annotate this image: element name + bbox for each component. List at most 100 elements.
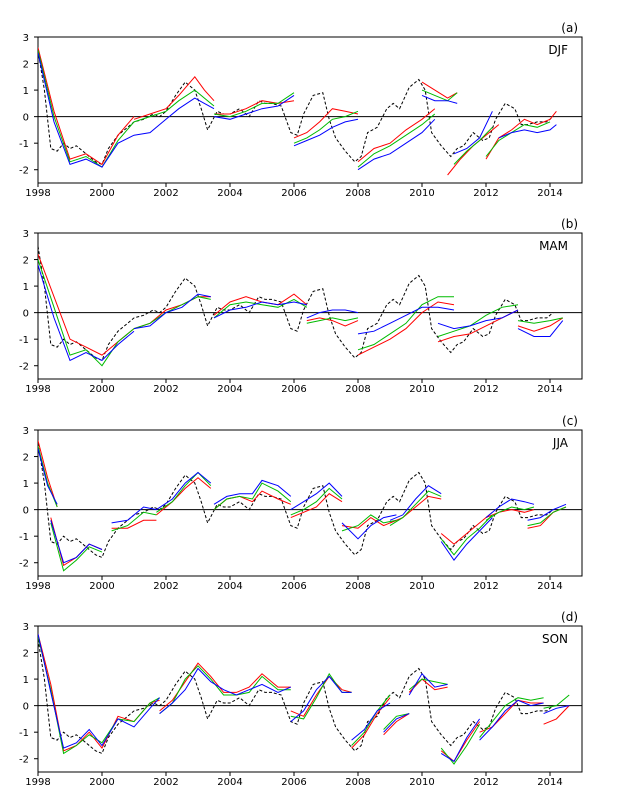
- x-tick-label: 2014: [537, 188, 562, 199]
- blue-series-segment: [159, 667, 291, 714]
- blue-series-segment: [440, 517, 493, 561]
- x-tick-label: 1998: [25, 188, 50, 199]
- green-series-segment: [38, 50, 135, 168]
- blue-series-segment: [133, 97, 215, 136]
- red-series-segment: [38, 47, 135, 166]
- red-series-segment: [159, 662, 291, 712]
- blue-series-segment: [421, 94, 458, 104]
- red-series-segment: [351, 697, 391, 749]
- red-series-segment: [38, 633, 160, 752]
- blue-series-segment: [351, 702, 391, 741]
- green-series-segment: [38, 259, 135, 367]
- green-series-segment: [351, 694, 391, 746]
- reference-series-line: [38, 639, 554, 755]
- blue-series-segment: [453, 111, 493, 155]
- red-series-segment: [408, 678, 448, 693]
- red-series-segment: [214, 100, 295, 115]
- green-series-segment: [156, 471, 212, 513]
- plot-frame: [37, 36, 583, 184]
- blue-series-segment: [38, 448, 58, 505]
- season-label: DJF: [548, 43, 568, 57]
- blue-series-segment: [479, 699, 544, 741]
- green-series-segment: [517, 317, 563, 324]
- red-series-segment: [479, 699, 544, 733]
- green-series-segment: [357, 113, 436, 168]
- blue-series-segment: [50, 520, 103, 564]
- panel-jja: -2 -1 0 1 2 3 1998 2000 2002 2004 2006 2008 2010 2012…: [19, 414, 583, 592]
- red-series-segment: [517, 317, 564, 332]
- y-tick-label: 2: [23, 649, 29, 660]
- x-tick-label: 2004: [217, 777, 242, 788]
- panel-label: (d): [561, 610, 578, 624]
- x-tick-label: 2008: [345, 581, 370, 592]
- x-tick-label: 2014: [537, 384, 562, 395]
- green-series-segment: [111, 511, 157, 532]
- green-series-segment: [133, 296, 211, 330]
- x-tick-label: 1998: [25, 777, 50, 788]
- panel-djf: -2 -1 0 1 2 3 1998 2000 2002 2004 2006 2008 2010 2012…: [19, 21, 583, 199]
- blue-series-segment: [213, 479, 292, 505]
- y-tick-label: 1: [23, 675, 29, 686]
- x-tick-label: 1998: [25, 384, 50, 395]
- red-series-segment: [383, 713, 410, 736]
- blue-series-segment: [306, 309, 359, 319]
- green-series-segment: [421, 89, 458, 102]
- y-tick-label: 1: [23, 479, 29, 490]
- blue-series-segment: [213, 94, 295, 120]
- reference-series-line: [38, 246, 554, 362]
- x-tick-label: 2004: [217, 188, 242, 199]
- reference-series-line: [38, 443, 554, 559]
- green-series-segment: [306, 317, 359, 324]
- green-series-segment: [543, 694, 570, 709]
- green-series-segment: [341, 514, 397, 532]
- season-label: JJA: [552, 436, 569, 450]
- blue-series-segment: [498, 124, 557, 139]
- x-tick-label: 2008: [345, 188, 370, 199]
- green-series-segment: [440, 723, 481, 765]
- blue-series-segment: [38, 264, 135, 362]
- red-series-segment: [421, 81, 458, 99]
- green-series-segment: [357, 296, 454, 351]
- red-series-segment: [290, 675, 352, 717]
- x-tick-label: 2008: [345, 777, 370, 788]
- x-tick-label: 2008: [345, 384, 370, 395]
- blue-series-segment: [485, 498, 535, 518]
- green-series-segment: [293, 110, 359, 144]
- season-label: MAM: [539, 239, 568, 253]
- x-tick-label: 2010: [409, 384, 434, 395]
- x-tick-label: 2010: [409, 581, 434, 592]
- x-tick-label: 2000: [89, 777, 114, 788]
- panel-label: (c): [562, 414, 578, 428]
- green-series-segment: [527, 506, 567, 527]
- blue-series-segment: [527, 503, 567, 521]
- blue-series-segment: [357, 306, 455, 335]
- y-tick-label: 0: [23, 702, 29, 713]
- blue-series-segment: [543, 705, 570, 715]
- blue-series-segment: [440, 718, 481, 763]
- plot-frame: [37, 625, 583, 773]
- y-tick-label: -2: [19, 755, 29, 766]
- red-series-segment: [357, 108, 436, 163]
- green-series-segment: [479, 697, 544, 738]
- y-tick-label: 2: [23, 60, 29, 71]
- green-series-segment: [213, 92, 295, 118]
- red-series-segment: [293, 108, 359, 139]
- green-series-segment: [485, 121, 551, 157]
- y-tick-label: 2: [23, 256, 29, 267]
- y-tick-label: -1: [19, 532, 29, 543]
- x-tick-label: 2002: [153, 188, 178, 199]
- x-tick-label: 2002: [153, 581, 178, 592]
- y-tick-label: -2: [19, 559, 29, 570]
- blue-series-segment: [517, 320, 564, 337]
- blue-series-segment: [357, 118, 436, 171]
- y-tick-label: -1: [19, 335, 29, 346]
- green-series-segment: [290, 487, 343, 516]
- y-tick-label: 3: [23, 426, 29, 437]
- panel-label: (a): [561, 21, 578, 35]
- green-series-segment: [383, 713, 410, 730]
- panel-label: (b): [561, 217, 578, 231]
- red-series-segment: [156, 477, 212, 516]
- y-tick-label: 1: [23, 86, 29, 97]
- green-series-segment: [437, 304, 519, 337]
- blue-series-segment: [290, 675, 352, 722]
